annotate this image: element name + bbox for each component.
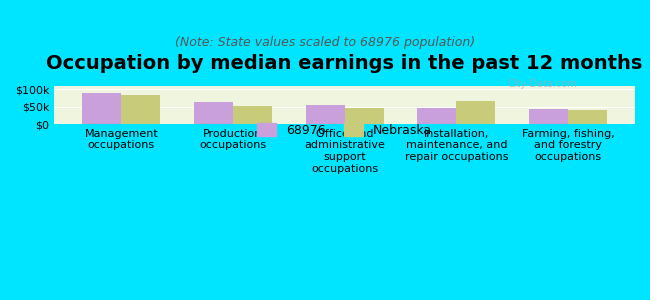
- Bar: [83, 93, 122, 124]
- Text: (Note: State values scaled to 68976 population): (Note: State values scaled to 68976 popu…: [175, 36, 475, 49]
- Title: Occupation by median earnings in the past 12 months: Occupation by median earnings in the pas…: [47, 54, 643, 73]
- Bar: [417, 108, 456, 124]
- Bar: [233, 106, 272, 124]
- Bar: [568, 110, 607, 124]
- Bar: [456, 101, 495, 124]
- Legend: 68976, Nebraska: 68976, Nebraska: [252, 118, 437, 142]
- Bar: [306, 105, 345, 124]
- Bar: [529, 110, 568, 124]
- Bar: [344, 108, 383, 124]
- Text: City-Data.com: City-Data.com: [507, 79, 577, 89]
- Bar: [194, 102, 233, 124]
- Bar: [122, 95, 161, 124]
